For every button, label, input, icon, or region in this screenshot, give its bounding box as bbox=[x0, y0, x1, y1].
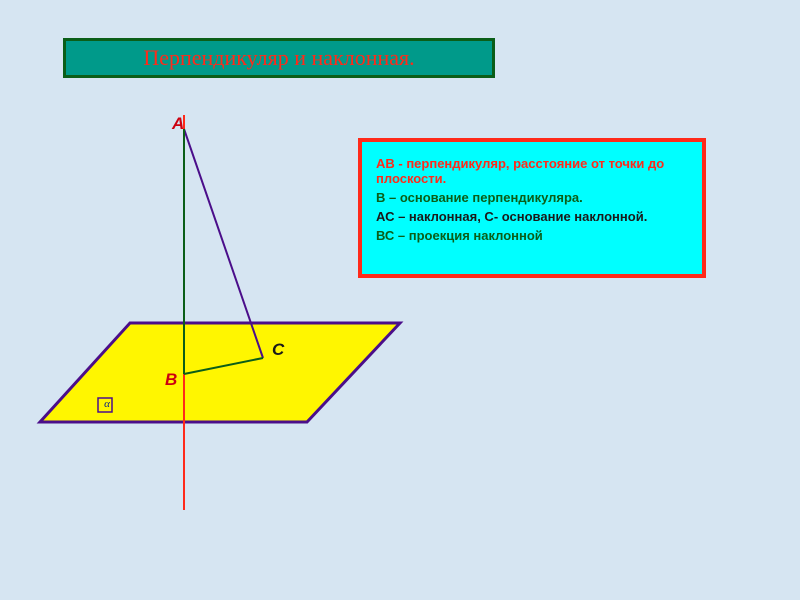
info-line-3: АС – наклонная, С- основание наклонной. bbox=[376, 209, 688, 224]
plane-alpha bbox=[40, 323, 400, 422]
info-line-4: ВС – проекция наклонной bbox=[376, 228, 688, 243]
alpha-label: α bbox=[100, 399, 114, 410]
info-line-2: В – основание перпендикуляра. bbox=[376, 190, 688, 205]
info-line-1: АВ - перпендикуляр, расстояние от точки … bbox=[376, 156, 688, 186]
point-label-C: C bbox=[272, 340, 284, 360]
slide-canvas: Перпендикуляр и наклонная. A B C α АВ - … bbox=[0, 0, 800, 600]
info-box: АВ - перпендикуляр, расстояние от точки … bbox=[358, 138, 706, 278]
point-label-B: B bbox=[165, 370, 177, 390]
geometry-diagram bbox=[0, 0, 800, 600]
point-label-A: A bbox=[172, 114, 184, 134]
